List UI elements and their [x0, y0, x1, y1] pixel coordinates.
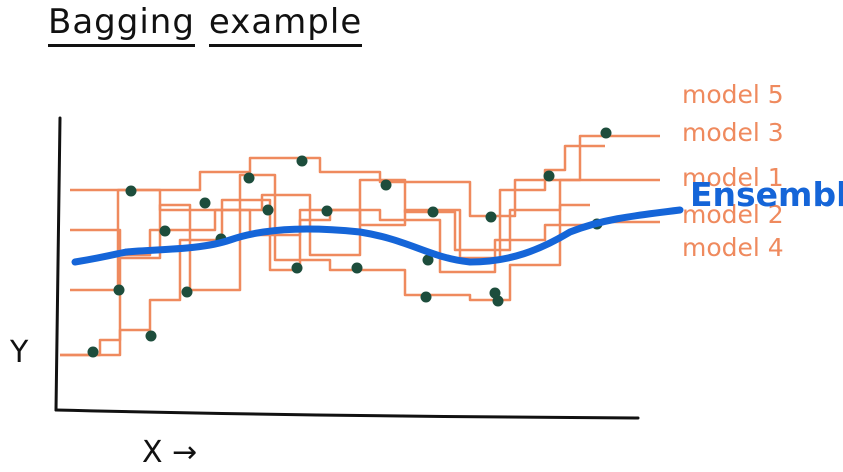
title-word-1: Bagging	[48, 2, 195, 47]
model-label: model 4	[682, 233, 784, 262]
y-axis	[54, 116, 62, 412]
model-curve-1	[70, 178, 660, 257]
data-point	[262, 204, 274, 216]
data-point	[422, 254, 434, 266]
page-title: Bagging example	[48, 2, 363, 47]
data-point	[125, 185, 137, 197]
data-point	[113, 284, 125, 296]
x-axis-label: X →	[142, 435, 197, 470]
data-points	[87, 127, 612, 358]
data-point	[485, 211, 497, 223]
data-point	[181, 286, 193, 298]
y-axis-label: Y	[9, 335, 29, 370]
data-point	[492, 295, 504, 307]
model-curve-4	[60, 173, 590, 357]
data-point	[351, 262, 363, 274]
data-point	[87, 346, 99, 358]
x-axis	[54, 408, 640, 420]
model-curve-2	[60, 198, 660, 357]
title-word-2: example	[208, 2, 363, 47]
ensemble-label: Ensemble	[690, 175, 843, 214]
data-point	[159, 225, 171, 237]
data-point	[145, 330, 157, 342]
axes	[54, 116, 640, 420]
data-point	[543, 170, 555, 182]
model-label: model 1	[682, 163, 784, 192]
data-point	[427, 206, 439, 218]
model-curve-5	[70, 134, 660, 218]
model-curves	[60, 134, 660, 357]
model-label: model 2	[682, 200, 784, 229]
model-label: model 5	[682, 80, 784, 109]
ensemble-curve	[71, 206, 684, 266]
data-point	[380, 179, 392, 191]
model-labels: model 5 model 3 model 1 model 2 model 4	[682, 80, 784, 262]
data-point	[420, 291, 432, 303]
data-point	[296, 155, 308, 167]
data-point	[199, 197, 211, 209]
data-point	[291, 262, 303, 274]
data-point	[243, 172, 255, 184]
model-label: model 3	[682, 118, 784, 147]
data-point	[600, 127, 612, 139]
model-curve-3	[70, 144, 605, 292]
data-point	[321, 205, 333, 217]
